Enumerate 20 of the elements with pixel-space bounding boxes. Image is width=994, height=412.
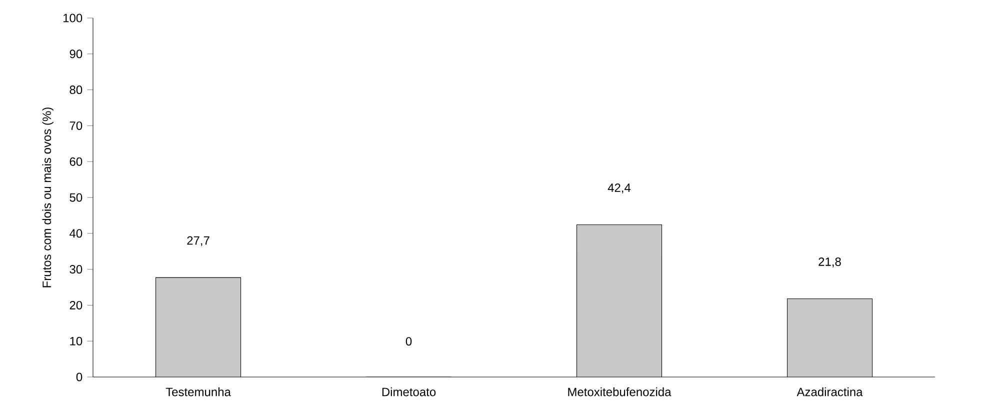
y-tick-label: 50: [70, 193, 82, 202]
x-tick-label: Metoxitebufenozida: [568, 387, 672, 396]
x-tick-label: Azadiractina: [796, 387, 863, 396]
data-label: 42,4: [608, 183, 631, 194]
y-tick-label: 10: [70, 336, 82, 346]
y-axis-title: Frutos com dois ou mais ovos (%): [42, 108, 54, 288]
y-tick-label: 80: [70, 86, 82, 94]
x-tick-label: Dimetoato: [382, 387, 436, 396]
data-label: 0: [406, 337, 412, 346]
y-tick-label: 30: [70, 265, 82, 274]
data-label: 21,8: [818, 257, 841, 268]
y-tick-label: 90: [70, 50, 82, 58]
y-tick-label: 0: [76, 372, 82, 382]
data-label: 27,7: [187, 236, 210, 246]
y-tick-label: 70: [70, 121, 82, 130]
y-tick-label: 40: [70, 229, 82, 238]
y-tick-label: 60: [70, 157, 82, 166]
x-tick-label: Testemunha: [166, 387, 231, 396]
y-tick-label: 100: [64, 14, 82, 22]
y-tick-label: 20: [70, 300, 82, 310]
